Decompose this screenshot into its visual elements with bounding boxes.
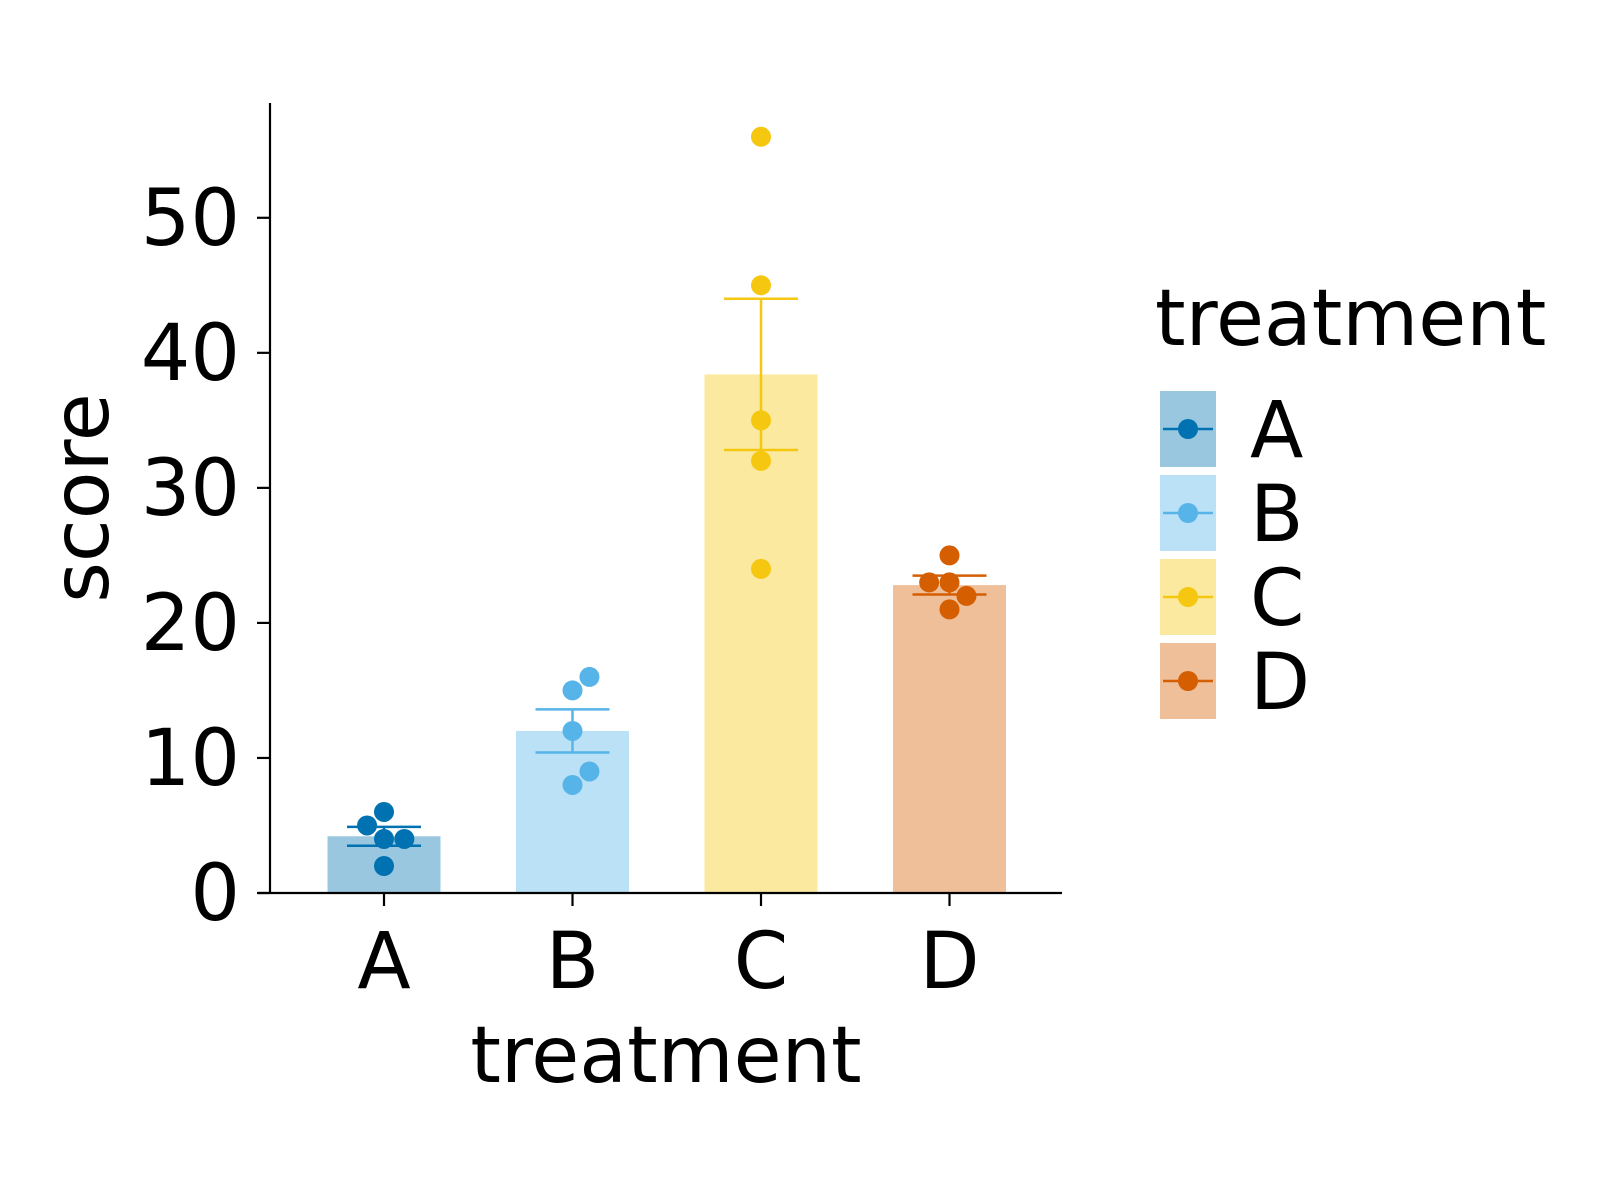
data-point-C	[751, 450, 771, 471]
data-point-A	[357, 815, 378, 836]
data-point-A	[394, 828, 415, 849]
x-tick-label: B	[546, 917, 600, 1007]
data-point-C	[751, 275, 771, 296]
data-point-B	[579, 666, 600, 687]
points-layer	[357, 126, 977, 876]
errorbars-layer	[347, 297, 987, 847]
y-tick-label: 10	[141, 714, 240, 804]
data-point-D	[956, 585, 977, 606]
y-ticks: 0 10 20 30 40 50	[141, 174, 270, 939]
legend-label-D: D	[1250, 638, 1310, 728]
y-tick-label: 40	[141, 309, 240, 399]
legend-key-dot-A	[1178, 419, 1198, 439]
x-ticks: A B C D	[357, 893, 980, 1007]
data-point-D	[919, 572, 940, 593]
y-tick-label: 50	[141, 174, 240, 264]
data-point-B	[562, 774, 583, 795]
legend-key-dot-C	[1178, 587, 1198, 607]
data-point-A	[374, 855, 394, 876]
data-point-C	[751, 126, 771, 147]
data-point-B	[579, 761, 600, 782]
y-tick-label: 0	[190, 849, 240, 939]
legend-key-dot-D	[1178, 671, 1198, 691]
data-point-D	[939, 545, 960, 566]
legend-key-dot-B	[1178, 503, 1198, 523]
x-tick-label: C	[734, 917, 788, 1007]
x-tick-label: D	[919, 917, 979, 1007]
bar-D	[893, 585, 1006, 893]
data-point-A	[374, 801, 394, 822]
legend-label-C: C	[1250, 554, 1304, 644]
y-tick-label: 20	[141, 579, 240, 669]
x-axis-label: treatment	[470, 1011, 861, 1101]
data-point-C	[751, 558, 771, 579]
legend-label-B: B	[1250, 470, 1304, 560]
y-tick-label: 30	[141, 444, 240, 534]
bar-B	[516, 730, 629, 893]
legend-title: treatment	[1155, 274, 1546, 364]
data-point-B	[562, 680, 583, 701]
legend-label-A: A	[1250, 386, 1303, 476]
data-point-D	[939, 599, 960, 620]
x-tick-label: A	[357, 917, 410, 1007]
y-axis-label: score	[37, 393, 127, 603]
